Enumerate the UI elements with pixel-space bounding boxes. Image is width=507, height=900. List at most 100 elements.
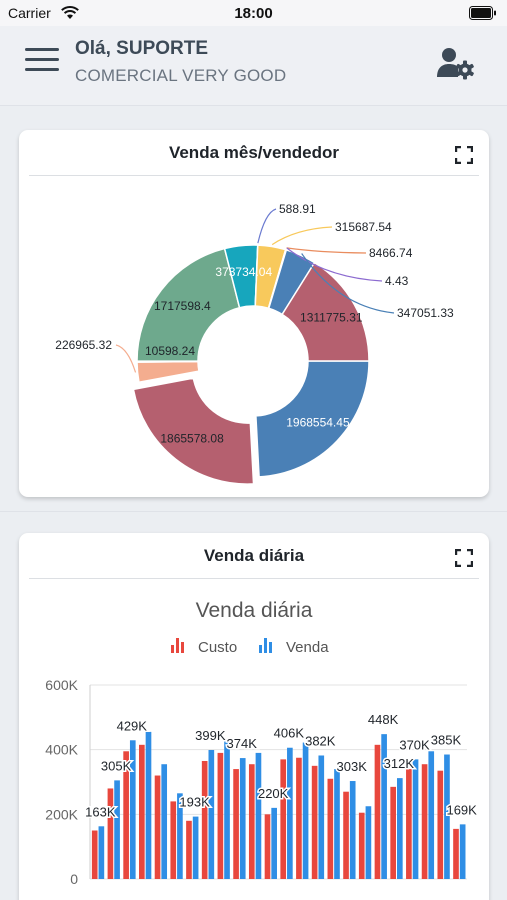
slice-label: 315687.54: [335, 220, 392, 234]
user-settings-icon[interactable]: [436, 46, 476, 82]
bar[interactable]: [192, 816, 199, 879]
bar[interactable]: [358, 812, 365, 879]
wifi-icon: [61, 6, 79, 19]
label-leader-line: [271, 226, 333, 246]
slice-label: 10598.24: [145, 344, 195, 358]
bar[interactable]: [255, 752, 262, 879]
bar[interactable]: [318, 755, 325, 879]
bar[interactable]: [201, 760, 208, 879]
bar[interactable]: [91, 830, 98, 880]
card-divider: [29, 578, 479, 579]
bar[interactable]: [161, 764, 168, 879]
bar-data-label: 399K: [195, 728, 226, 743]
bar[interactable]: [381, 734, 387, 879]
bar[interactable]: [287, 747, 293, 879]
slice-label: 226965.32: [55, 338, 112, 352]
donut-slice: [132, 377, 255, 485]
bar[interactable]: [129, 740, 136, 879]
y-tick-label: 400K: [45, 742, 78, 758]
bar[interactable]: [437, 770, 444, 879]
label-leader-line: [301, 253, 395, 314]
bar[interactable]: [271, 807, 277, 879]
bar[interactable]: [139, 744, 145, 879]
bar[interactable]: [123, 751, 129, 879]
bar[interactable]: [233, 769, 239, 879]
bar[interactable]: [114, 780, 120, 879]
bar-data-label: 385K: [431, 733, 462, 748]
slice-label: 588.91: [279, 202, 316, 216]
slice-label: 1968554.45: [286, 416, 350, 430]
bar-data-label: 370K: [399, 737, 430, 752]
bar[interactable]: [217, 752, 224, 879]
bar[interactable]: [453, 828, 459, 879]
label-leader-line: [257, 208, 277, 244]
bar[interactable]: [421, 764, 428, 879]
bar-data-label: 448K: [368, 712, 399, 727]
slice-label: 1717598.4: [154, 299, 211, 313]
bar[interactable]: [208, 749, 215, 879]
bar[interactable]: [302, 742, 309, 879]
bar[interactable]: [186, 820, 192, 879]
bar-data-label: 163K: [85, 804, 116, 819]
slice-label: 4.43: [385, 274, 409, 288]
bar-data-label: 303K: [337, 759, 368, 774]
bar[interactable]: [444, 754, 450, 879]
donut-chart: 1968554.45 1865578.08 1717598.4 373734.04 13…: [55, 202, 454, 485]
legend-label: Venda: [286, 639, 329, 656]
bar-data-label: 193K: [179, 795, 210, 810]
bar[interactable]: [396, 778, 403, 879]
bar[interactable]: [170, 801, 177, 879]
legend-item[interactable]: Venda: [259, 638, 329, 656]
slice-label: 373734.04: [215, 265, 272, 279]
bar-chart: Venda diária Custo Venda 0 200K 400K 600K 163K 3…: [45, 599, 478, 887]
bar[interactable]: [343, 791, 349, 879]
bar[interactable]: [334, 769, 340, 879]
bar[interactable]: [239, 758, 246, 879]
bar[interactable]: [311, 765, 318, 879]
label-leader-line: [286, 247, 383, 282]
greeting: Olá, SUPORTE: [75, 38, 209, 59]
bar[interactable]: [264, 814, 271, 879]
clock: 18:00: [234, 5, 273, 22]
legend-label: Custo: [198, 639, 237, 656]
company-name: COMERCIAL VERY GOOD: [75, 66, 287, 85]
monthly-sales-card: Venda mês/vendedor 1968554.45 1865578.08 1…: [19, 130, 489, 497]
bar-data-label: 429K: [117, 718, 148, 733]
bar-data-label: 382K: [305, 733, 336, 748]
donut-slice: [136, 247, 241, 362]
daily-card-title: Venda diária: [203, 546, 305, 565]
bar[interactable]: [224, 741, 230, 879]
daily-sales-card: Venda diária Venda diária Custo Venda 0 200K…: [19, 533, 489, 900]
expand-icon[interactable]: [455, 549, 473, 567]
bar-data-label: 220K: [258, 786, 289, 801]
menu-icon[interactable]: [25, 48, 59, 74]
bar[interactable]: [280, 759, 287, 879]
bar[interactable]: [406, 769, 412, 879]
bar[interactable]: [145, 731, 152, 879]
bar[interactable]: [390, 786, 396, 879]
card-divider: [29, 175, 479, 176]
bar[interactable]: [154, 775, 161, 879]
bar[interactable]: [412, 759, 419, 879]
bar[interactable]: [428, 751, 435, 879]
bar[interactable]: [459, 824, 466, 879]
status-bar: Carrier 18:00: [0, 0, 507, 26]
bar[interactable]: [248, 764, 255, 879]
bar[interactable]: [374, 744, 381, 879]
slice-label: 347051.33: [397, 306, 454, 320]
donut-slice: [255, 360, 370, 478]
carrier-label: Carrier: [8, 5, 51, 21]
bar[interactable]: [365, 806, 372, 879]
bar[interactable]: [98, 826, 105, 879]
bar[interactable]: [327, 778, 334, 879]
expand-icon[interactable]: [455, 146, 473, 164]
legend-item[interactable]: Custo: [171, 638, 237, 656]
bar[interactable]: [296, 757, 302, 879]
bar[interactable]: [177, 793, 183, 879]
bar[interactable]: [107, 788, 114, 879]
label-leader-line: [115, 344, 137, 373]
bar-data-label: 374K: [227, 736, 258, 751]
bar-data-label: 169K: [446, 802, 477, 817]
bar[interactable]: [349, 781, 356, 879]
label-leader-line: [286, 247, 367, 254]
